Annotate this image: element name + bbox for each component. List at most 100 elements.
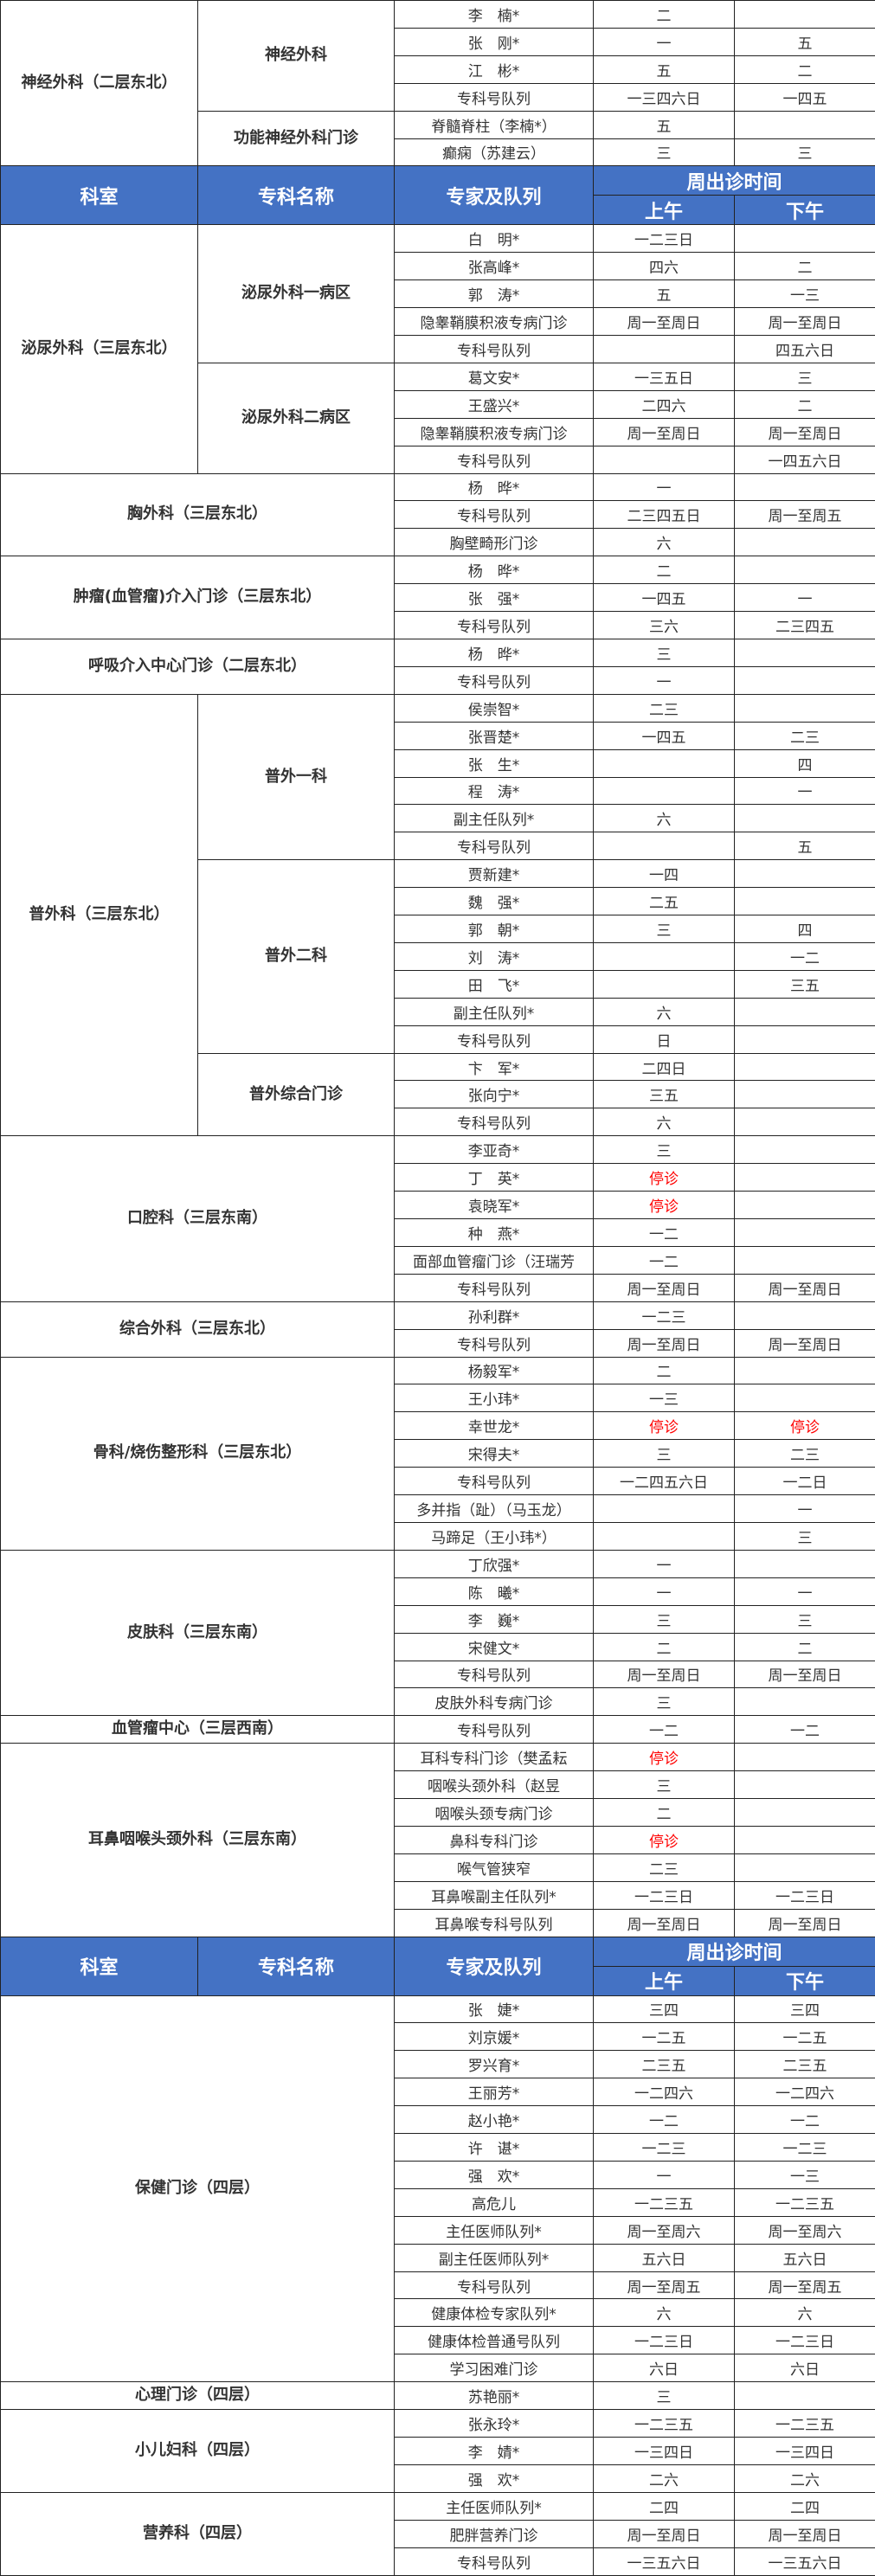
pm-schedule-text: 一二三 [782, 2140, 827, 2158]
am-schedule: 三 [593, 2381, 735, 2411]
am-schedule: 一四 [593, 859, 735, 889]
expert-name: 专科号队列 [394, 445, 594, 474]
pm-schedule [734, 638, 875, 667]
pm-schedule: 周一至周日 [734, 417, 875, 446]
pm-schedule-text: 周一至周日 [768, 425, 842, 443]
pm-schedule: 三五 [734, 969, 875, 999]
am-schedule-text: 一 [656, 673, 672, 691]
expert-name: 副主任队列* [394, 997, 594, 1026]
am-schedule-text: 一 [656, 480, 672, 498]
expert-name-text: 耳鼻喉副主任队列* [431, 1888, 557, 1906]
specialty-name-text: 普外二科 [265, 946, 327, 965]
am-schedule-text: 二四六 [641, 397, 686, 415]
pm-schedule: 二六 [734, 2464, 875, 2493]
expert-name: 贾新建* [394, 859, 594, 889]
table-row: 营养科（四层） 主任医师队列* 二四 二四 [0, 2491, 875, 2576]
dept-name-text: 泌尿外科（三层东北） [21, 339, 177, 358]
expert-name: 主任医师队列* [394, 2491, 594, 2521]
pm-schedule: 一 [734, 1494, 875, 1523]
pm-schedule-text: 五六日 [782, 2251, 827, 2269]
table-row: 普外综合门诊 卞 军* 二四日 [1, 1052, 875, 1137]
am-schedule: 五六日 [593, 2243, 735, 2272]
am-schedule: 一 [593, 472, 735, 502]
am-schedule: 二 [593, 0, 735, 29]
expert-name-text: 王小玮* [467, 1391, 520, 1410]
expert-name-text: 张 强* [467, 591, 520, 609]
expert-name: 喉气管狭窄 [394, 1853, 594, 1882]
expert-name-text: 咽喉头颈专病门诊 [434, 1805, 553, 1823]
am-schedule: 一二四六 [593, 2078, 735, 2107]
am-schedule-text: 三 [656, 1612, 672, 1630]
am-schedule: 二四日 [593, 1052, 735, 1082]
pm-schedule: 一二三日 [734, 1880, 875, 1910]
expert-name-text: 专科号队列 [457, 508, 531, 526]
dept-name: 骨科/烧伤整形科（三层东北） [0, 1356, 395, 1551]
am-schedule-text: 二 [656, 1805, 672, 1823]
expert-name-text: 专科号队列 [457, 1474, 531, 1493]
am-schedule: 二三 [593, 693, 735, 723]
table-row: 刘 涛* 一二 [1, 941, 875, 971]
pm-schedule-text: 二 [797, 1640, 813, 1658]
header-pm: 下午 [734, 1965, 875, 1996]
pm-schedule [734, 110, 875, 139]
pm-schedule-text: 一 [797, 1584, 813, 1603]
am-schedule: 周一至周日 [593, 1273, 735, 1302]
pm-schedule-text: 四 [797, 922, 813, 940]
table-row: 李 婧* 一三四日 一三四日 [1, 2437, 875, 2465]
table-row: 癫痫（苏建云） 三 三 [1, 138, 875, 167]
pm-schedule: 一二三日 [734, 2326, 875, 2355]
table-row: 胸外科（三层东北） 杨 晔* 一 [0, 472, 875, 557]
expert-name-text: 李 巍* [467, 1612, 520, 1630]
table-row: 皮肤科（三层东南） 丁欣强* 一 [0, 1549, 875, 1717]
expert-name-text: 专科号队列 [457, 673, 531, 691]
table-row: 张向宁* 三五 [1, 1080, 875, 1109]
header-am: 上午 [593, 195, 735, 226]
pm-schedule: 一二 [734, 941, 875, 971]
expert-name: 健康体检普通号队列 [394, 2326, 594, 2355]
expert-name: 杨 晔* [394, 556, 594, 585]
am-schedule-text: 周一至周日 [627, 1336, 701, 1354]
expert-name: 专科号队列 [394, 665, 594, 695]
pm-schedule: 六 [734, 2298, 875, 2328]
pm-schedule-text: 周一至周日 [768, 2527, 842, 2545]
table-row: 专科号队列 三六 二三四五 [1, 611, 875, 639]
specialty-name: 泌尿外科一病区 [197, 224, 395, 363]
am-schedule-text: 一二四六 [634, 2085, 693, 2104]
expert-name: 罗兴育* [394, 2050, 594, 2079]
am-schedule: 五 [593, 110, 735, 139]
pm-schedule: 周一至周日 [734, 1273, 875, 1302]
am-schedule: 一二 [593, 1715, 735, 1744]
expert-name: 张 强* [394, 583, 594, 613]
pm-schedule-text: 一三 [790, 287, 820, 305]
expert-name-text: 田 飞* [467, 977, 520, 995]
pm-schedule: 三 [734, 362, 875, 391]
am-schedule: 一二 [593, 1218, 735, 1247]
am-schedule: 一二五 [593, 2022, 735, 2052]
expert-name: 张 婕* [394, 1995, 594, 2024]
dept-name: 小儿妇科（四层） [0, 2409, 395, 2493]
am-schedule: 二三五 [593, 2050, 735, 2079]
table-row: 功能神经外科门诊 脊髓脊柱（李楠*） 五 [1, 110, 875, 167]
pm-schedule-text: 四 [797, 756, 813, 774]
pm-schedule [734, 0, 875, 29]
pm-schedule-text: 一 [797, 1502, 813, 1520]
specialty-name: 普外一科 [197, 693, 395, 861]
pm-schedule-text: 二三五 [782, 2058, 827, 2076]
expert-name: 高危儿 [394, 2187, 594, 2217]
am-schedule [593, 1521, 735, 1551]
dept-name-text: 神经外科（二层东北） [21, 73, 177, 92]
expert-name: 主任医师队列* [394, 2215, 594, 2245]
table-row: 张高峰* 四六 二 [1, 252, 875, 281]
expert-name-text: 贾新建* [467, 867, 520, 885]
header-am-text: 上午 [644, 1972, 683, 1995]
expert-name-text: 隐睾鞘膜积液专病门诊 [420, 425, 568, 443]
am-schedule: 三 [593, 1604, 735, 1634]
dept-name: 神经外科（二层东北） [0, 0, 198, 167]
specialty-name: 普外综合门诊 [197, 1052, 395, 1137]
am-schedule: 五 [593, 55, 735, 84]
expert-name: 田 飞* [394, 969, 594, 999]
am-schedule: 一二三日 [593, 1880, 735, 1910]
expert-name: 王丽芳* [394, 2078, 594, 2107]
expert-name-text: 隐睾鞘膜积液专病门诊 [420, 315, 568, 333]
